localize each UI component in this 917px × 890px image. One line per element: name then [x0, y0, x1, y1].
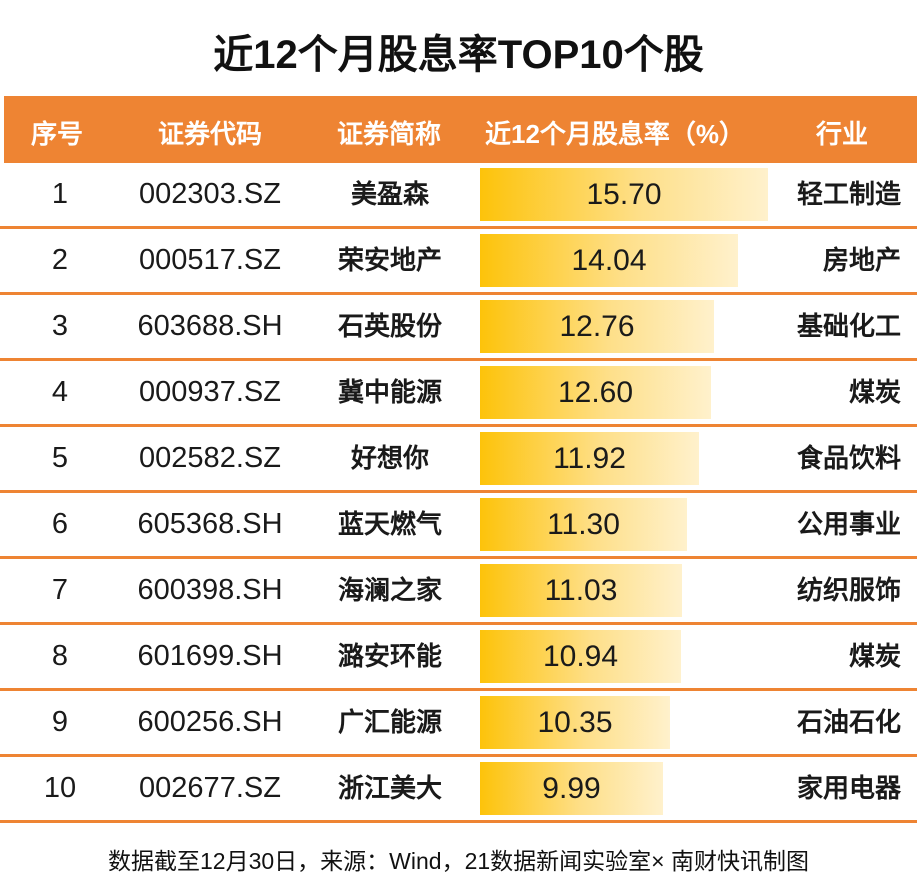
industry-cell: 基础化工 — [796, 311, 901, 341]
rate-bar — [480, 498, 687, 551]
rate-value: 11.03 — [544, 574, 618, 607]
rate-bar — [480, 564, 682, 617]
code-cell: 002677.SZ — [139, 772, 281, 804]
rank-cell: 10 — [43, 772, 77, 804]
header-industry: 行业 — [816, 119, 869, 149]
table-row: 8 601699.SH 潞安环能 10.94 煤炭 — [0, 625, 917, 691]
name-cell: 海澜之家 — [337, 575, 442, 605]
code-cell: 002303.SZ — [139, 178, 281, 210]
table-row: 1 002303.SZ 美盈森 15.70 轻工制造 — [0, 163, 917, 229]
table-row: 10 002677.SZ 浙江美大 9.99 家用电器 — [0, 757, 917, 823]
rate-value: 11.92 — [553, 442, 626, 475]
table-header: 序号 证券代码 证券简称 近12个月股息率（%） 行业 — [4, 96, 917, 163]
table-row: 7 600398.SH 海澜之家 11.03 纺织服饰 — [0, 559, 917, 625]
industry-cell: 轻工制造 — [796, 179, 901, 209]
name-cell: 广汇能源 — [337, 707, 442, 737]
name-cell: 荣安地产 — [337, 245, 442, 275]
table-row: 9 600256.SH 广汇能源 10.35 石油石化 — [0, 691, 917, 757]
table-row: 6 605368.SH 蓝天燃气 11.30 公用事业 — [0, 493, 917, 559]
rate-value: 12.76 — [559, 310, 635, 343]
rate-value: 14.04 — [571, 244, 647, 277]
industry-cell: 石油石化 — [796, 707, 901, 737]
name-cell: 蓝天燃气 — [337, 509, 442, 539]
rate-bar — [480, 696, 670, 749]
code-cell: 002582.SZ — [139, 442, 281, 474]
rate-bar — [480, 432, 699, 485]
code-cell: 600398.SH — [137, 574, 283, 606]
table-row: 5 002582.SZ 好想你 11.92 食品饮料 — [0, 427, 917, 493]
rate-value: 9.99 — [542, 772, 601, 805]
rate-bar — [480, 234, 738, 287]
name-cell: 潞安环能 — [337, 641, 442, 671]
table-row: 4 000937.SZ 冀中能源 12.60 煤炭 — [0, 361, 917, 427]
rate-bar — [480, 300, 714, 353]
code-cell: 601699.SH — [137, 640, 283, 672]
rate-bar — [480, 630, 681, 683]
name-cell: 好想你 — [350, 443, 429, 473]
industry-cell: 公用事业 — [796, 509, 901, 539]
industry-cell: 房地产 — [822, 245, 901, 275]
rank-cell: 4 — [51, 376, 69, 408]
rank-cell: 5 — [51, 442, 69, 474]
rate-value: 10.35 — [537, 706, 613, 739]
table-row: 3 603688.SH 石英股份 12.76 基础化工 — [0, 295, 917, 361]
rate-bar — [480, 168, 768, 221]
rate-bar — [480, 366, 711, 419]
rank-cell: 1 — [51, 178, 69, 210]
rank-cell: 9 — [51, 706, 69, 738]
rate-value: 12.60 — [557, 376, 634, 409]
table-row: 2 000517.SZ 荣安地产 14.04 房地产 — [0, 229, 917, 295]
industry-cell: 煤炭 — [848, 377, 901, 407]
code-cell: 600256.SH — [137, 706, 283, 738]
industry-cell: 家用电器 — [796, 773, 901, 803]
header-rank: 序号 — [31, 119, 84, 149]
name-cell: 美盈森 — [350, 179, 429, 209]
rank-cell: 2 — [51, 244, 69, 276]
rate-value: 15.70 — [586, 178, 662, 211]
industry-cell: 煤炭 — [848, 641, 901, 671]
industry-cell: 纺织服饰 — [796, 575, 901, 605]
rate-value: 10.94 — [542, 640, 619, 673]
header-dividend-rate: 近12个月股息率（%） — [485, 119, 746, 149]
industry-cell: 食品饮料 — [796, 443, 901, 473]
rank-cell: 8 — [51, 640, 69, 672]
chart-title: 近12个月股息率TOP10个股 — [213, 33, 704, 77]
name-cell: 石英股份 — [337, 311, 442, 341]
code-cell: 000937.SZ — [139, 376, 281, 408]
code-cell: 000517.SZ — [139, 244, 281, 276]
code-cell: 603688.SH — [137, 310, 283, 342]
code-cell: 605368.SH — [137, 508, 283, 540]
table-body: 1 002303.SZ 美盈森 15.70 轻工制造 2 000517.SZ 荣安地产 14.0… — [0, 163, 917, 823]
name-cell: 冀中能源 — [337, 377, 442, 407]
source-footnote: 数据截至12月30日，来源：Wind，21数据新闻实验室× 南财快讯制图 — [108, 848, 809, 874]
rank-cell: 6 — [51, 508, 69, 540]
rank-cell: 7 — [51, 574, 69, 606]
rate-value: 11.30 — [547, 508, 620, 541]
rank-cell: 3 — [51, 310, 69, 342]
header-code: 证券代码 — [158, 119, 263, 149]
rate-bar — [480, 762, 663, 815]
header-name: 证券简称 — [337, 119, 442, 149]
name-cell: 浙江美大 — [337, 773, 442, 803]
